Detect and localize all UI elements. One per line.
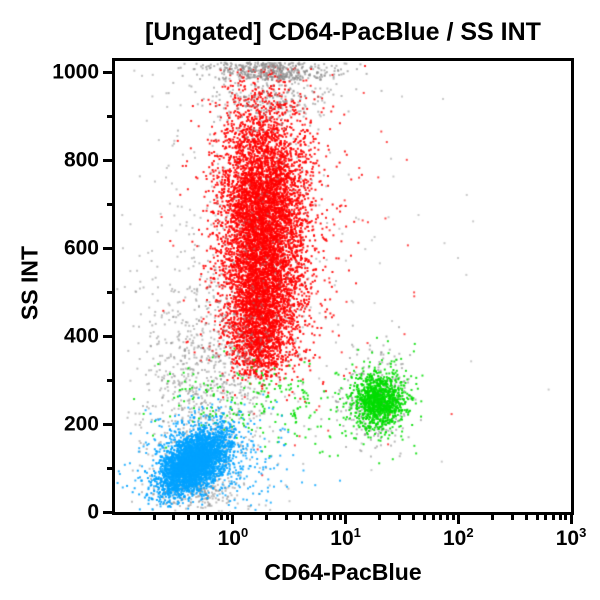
- x-tick-label: 103: [555, 525, 587, 550]
- x-minor-tick-mark: [220, 515, 224, 520]
- x-minor-tick-mark: [445, 515, 449, 520]
- x-minor-tick-mark: [524, 515, 528, 520]
- x-minor-tick-mark: [319, 515, 323, 520]
- x-minor-tick-mark: [213, 515, 217, 520]
- y-minor-tick-mark: [107, 114, 112, 118]
- x-minor-tick-mark: [378, 515, 382, 520]
- x-major-tick-mark: [456, 515, 460, 524]
- x-minor-tick-mark: [197, 515, 201, 520]
- x-minor-tick-mark: [431, 515, 435, 520]
- x-minor-tick-mark: [397, 515, 401, 520]
- x-minor-tick-mark: [535, 515, 539, 520]
- x-minor-tick-mark: [310, 515, 314, 520]
- x-minor-tick-mark: [206, 515, 210, 520]
- y-tick-label: 1000: [52, 60, 99, 84]
- x-minor-tick-mark: [558, 515, 562, 520]
- x-minor-tick-mark: [338, 515, 342, 520]
- x-axis-label: CD64-PacBlue: [264, 559, 422, 585]
- x-minor-tick-mark: [564, 515, 568, 520]
- x-minor-tick-mark: [152, 515, 156, 520]
- y-tick-label: 600: [63, 236, 99, 260]
- y-axis-label: SS INT: [16, 245, 43, 321]
- x-minor-tick-mark: [226, 515, 230, 520]
- y-tick-label: 800: [63, 148, 99, 172]
- x-tick-label: 101: [330, 525, 361, 550]
- scatter-canvas: [115, 61, 571, 513]
- x-major-tick-mark: [569, 515, 573, 524]
- x-tick-label: 102: [443, 525, 474, 550]
- y-major-tick-mark: [103, 510, 112, 514]
- x-minor-tick-mark: [439, 515, 443, 520]
- x-minor-tick-mark: [552, 515, 556, 520]
- x-minor-tick-mark: [510, 515, 514, 520]
- x-minor-tick-mark: [265, 515, 269, 520]
- y-major-tick-mark: [103, 334, 112, 338]
- x-minor-tick-mark: [451, 515, 455, 520]
- x-tick-label: 100: [217, 525, 249, 550]
- y-major-tick-mark: [103, 246, 112, 250]
- x-minor-tick-mark: [333, 515, 337, 520]
- x-minor-tick-mark: [186, 515, 190, 520]
- x-major-tick-mark: [231, 515, 235, 524]
- x-minor-tick-mark: [490, 515, 494, 520]
- y-tick-label: 400: [63, 324, 99, 348]
- x-minor-tick-mark: [285, 515, 289, 520]
- y-minor-tick-mark: [107, 290, 112, 294]
- y-minor-tick-mark: [107, 466, 112, 470]
- y-tick-label: 0: [87, 500, 99, 524]
- x-minor-tick-mark: [411, 515, 415, 520]
- x-minor-tick-mark: [299, 515, 303, 520]
- x-major-tick-mark: [344, 515, 348, 524]
- y-tick-label: 200: [63, 412, 99, 436]
- y-major-tick-mark: [103, 158, 112, 162]
- y-minor-tick-mark: [107, 378, 112, 382]
- x-minor-tick-mark: [326, 515, 330, 520]
- y-major-tick-mark: [103, 422, 112, 426]
- x-minor-tick-mark: [422, 515, 426, 520]
- x-minor-tick-mark: [544, 515, 548, 520]
- chart-title: [Ungated] CD64-PacBlue / SS INT: [145, 18, 541, 46]
- x-minor-tick-mark: [172, 515, 176, 520]
- y-minor-tick-mark: [107, 202, 112, 206]
- y-major-tick-mark: [103, 70, 112, 74]
